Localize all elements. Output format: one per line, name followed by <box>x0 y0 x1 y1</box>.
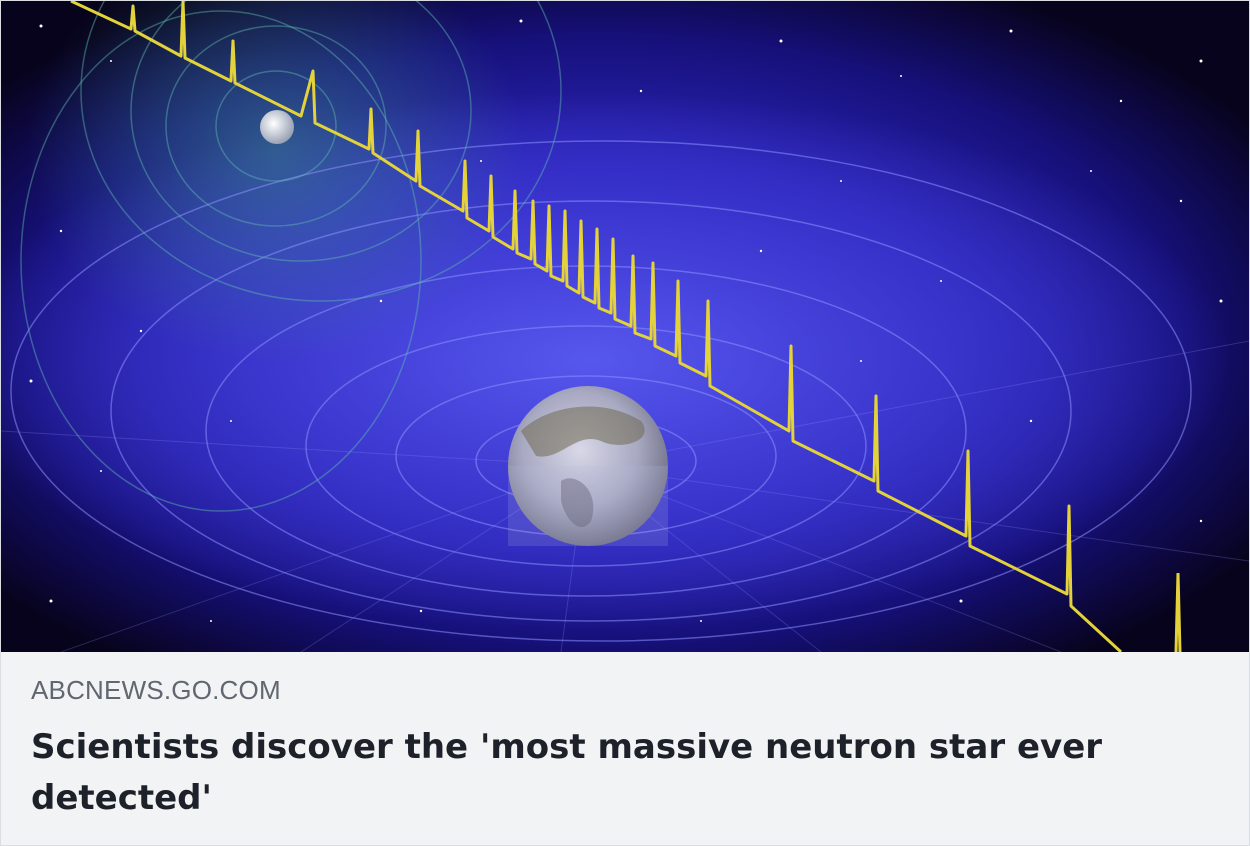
starfield <box>29 19 1223 622</box>
orbit-grid <box>10 140 1192 642</box>
neutron-star-illustration <box>1 1 1249 652</box>
neutron-star <box>508 386 668 546</box>
magnetic-field-lines <box>20 1 562 512</box>
pulsar-signal <box>70 1 1182 652</box>
article-headline[interactable]: Scientists discover the 'most massive ne… <box>31 727 1103 818</box>
source-domain: ABCNEWS.GO.COM <box>31 675 281 705</box>
article-thumbnail[interactable] <box>1 1 1249 652</box>
white-dwarf-star <box>260 110 294 144</box>
link-caption[interactable]: ABCNEWS.GO.COM Scientists discover the '… <box>1 652 1249 824</box>
magnetic-field-halo <box>26 1 526 361</box>
